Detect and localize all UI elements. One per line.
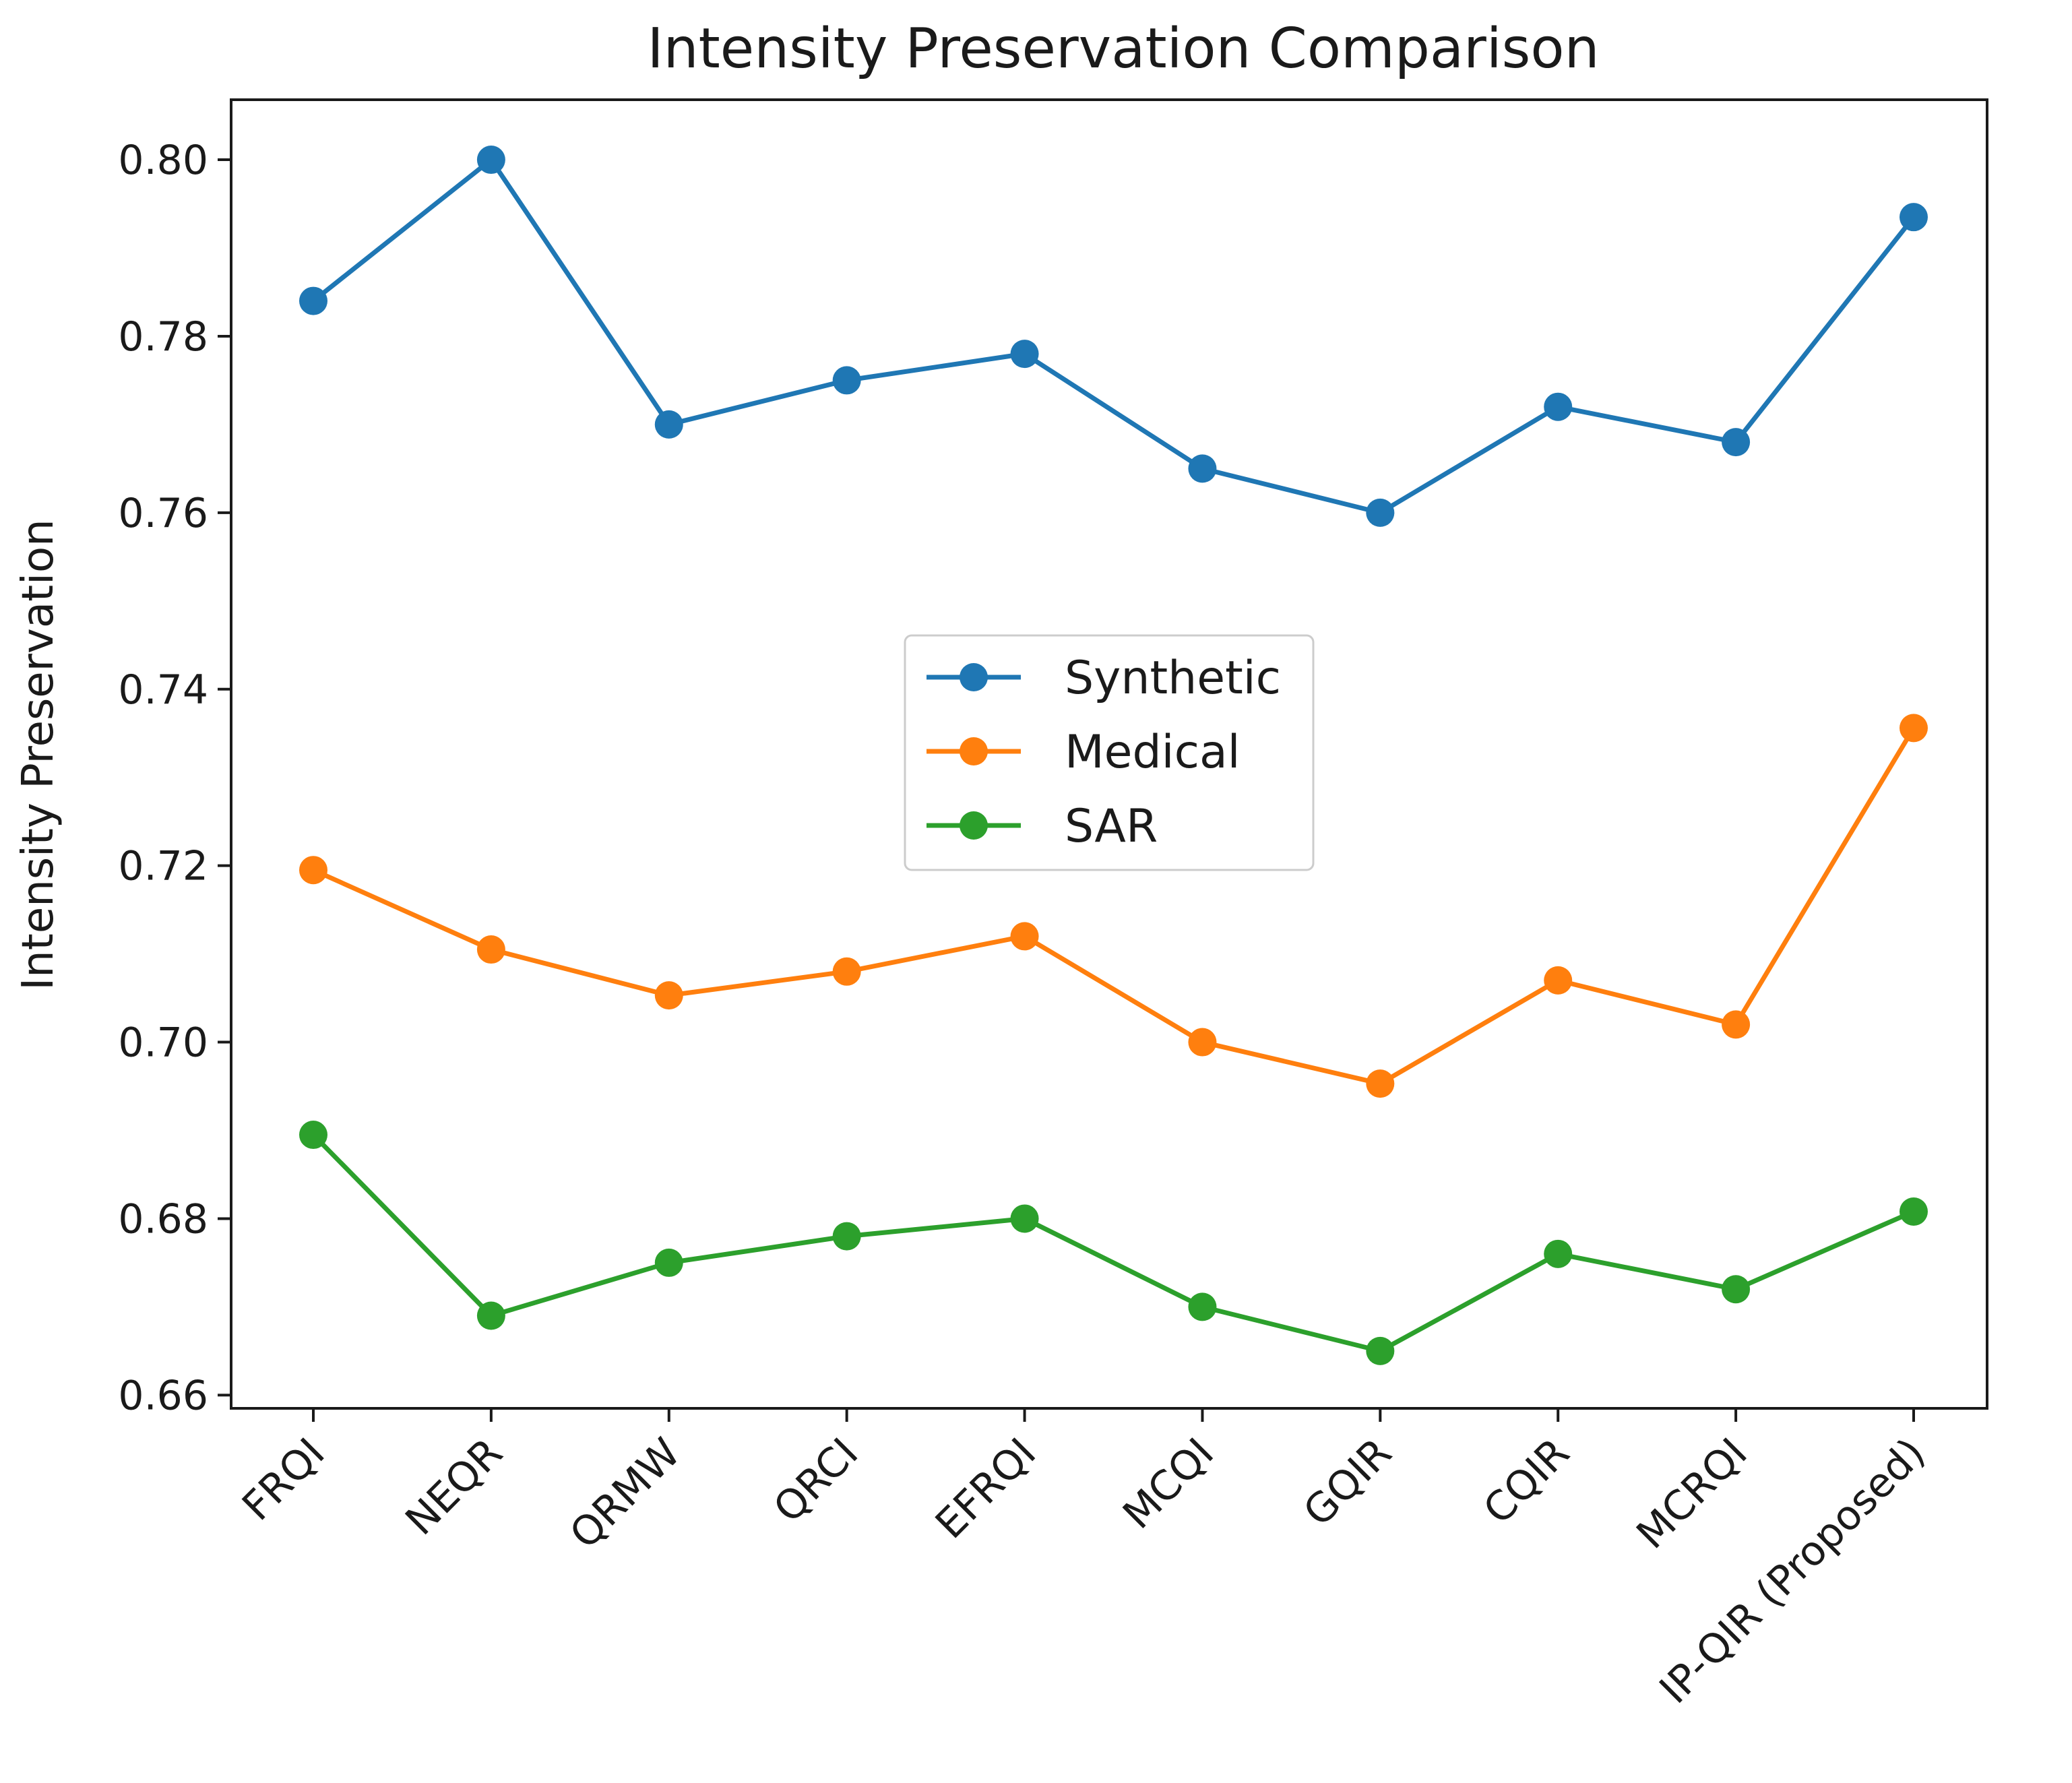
legend-marker [960, 737, 988, 765]
y-axis-label: Intensity Preservation [13, 519, 63, 990]
series-layer [299, 146, 1928, 1365]
legend-marker [960, 811, 988, 840]
data-point [1010, 1204, 1039, 1233]
y-tick-label: 0.78 [118, 313, 208, 361]
data-point [1544, 392, 1573, 421]
y-tick-label: 0.66 [118, 1372, 208, 1419]
y-tick-label: 0.68 [118, 1195, 208, 1243]
data-point [1900, 203, 1928, 232]
data-point [832, 1222, 861, 1251]
data-point [1900, 714, 1928, 743]
data-point [832, 366, 861, 395]
data-point [299, 856, 327, 885]
data-point [1010, 922, 1039, 951]
series-sar [299, 1121, 1928, 1365]
legend-entries: Synthetic Medical SAR [927, 652, 1281, 853]
data-point [299, 1121, 327, 1150]
legend-marker [960, 663, 988, 691]
legend-label: Synthetic [1065, 652, 1281, 705]
data-point [654, 981, 683, 1010]
data-point [1544, 966, 1573, 995]
data-point [1900, 1197, 1928, 1226]
data-point [1722, 428, 1751, 457]
plot-frame [230, 98, 1988, 1410]
legend-label: SAR [1065, 800, 1158, 853]
data-point [1722, 1275, 1751, 1304]
y-tick-label: 0.80 [118, 137, 208, 184]
data-point [1188, 454, 1217, 483]
data-point [299, 286, 327, 315]
data-point [654, 410, 683, 439]
data-point [1544, 1239, 1573, 1268]
legend-entry-medical: Medical [927, 726, 1241, 779]
data-point [654, 1248, 683, 1277]
series-medical [299, 714, 1928, 1098]
data-point [1722, 1010, 1751, 1039]
data-point [1188, 1028, 1217, 1057]
y-tick-label: 0.76 [118, 490, 208, 537]
data-point [1366, 1336, 1395, 1365]
data-point [832, 957, 861, 986]
y-tick-label: 0.74 [118, 666, 208, 714]
legend: Synthetic Medical SAR [904, 634, 1315, 871]
data-point [476, 1301, 505, 1330]
data-point [476, 935, 505, 964]
data-point [1366, 1069, 1395, 1098]
legend-entry-synthetic: Synthetic [927, 652, 1281, 705]
legend-entry-sar: SAR [927, 800, 1158, 853]
series-line [311, 157, 1916, 515]
series-synthetic [299, 146, 1928, 527]
y-axis-ticks: 0.66 0.68 0.70 0.72 0.74 0.76 0.78 0.80 [118, 137, 231, 1419]
data-point [1010, 340, 1039, 369]
y-tick-label: 0.70 [118, 1020, 208, 1067]
chart-title: Intensity Preservation Comparison [647, 17, 1599, 81]
y-tick-label: 0.72 [118, 843, 208, 890]
data-point [1366, 498, 1395, 527]
data-point [1188, 1292, 1217, 1321]
data-point [476, 146, 505, 175]
legend-label: Medical [1065, 726, 1241, 779]
legend-box [904, 634, 1315, 871]
series-line [311, 725, 1916, 1086]
series-line [311, 1132, 1916, 1354]
